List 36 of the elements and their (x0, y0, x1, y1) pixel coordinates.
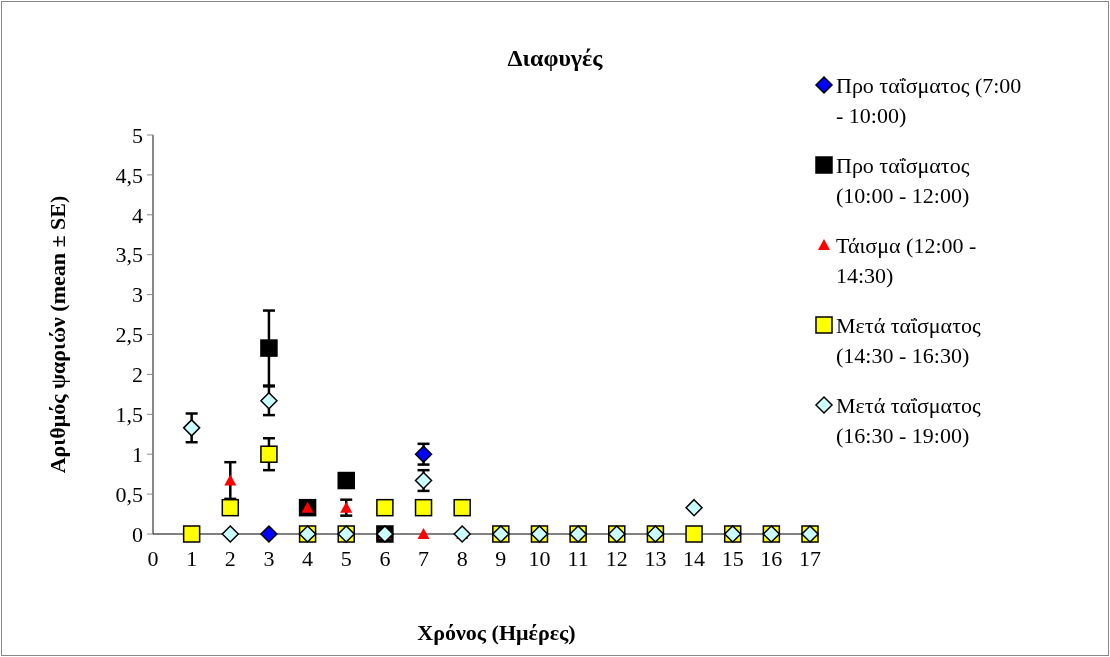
y-tick-label: 5 (132, 122, 143, 148)
chart-title: Διαφυγές (507, 45, 604, 71)
x-tick-label: 11 (567, 546, 589, 571)
x-tick-label: 4 (302, 546, 314, 571)
x-tick-label: 1 (186, 546, 198, 571)
x-tick-label: 10 (528, 546, 551, 571)
y-tick-label: 3 (132, 282, 143, 308)
x-tick-label: 17 (799, 546, 821, 571)
legend-label: Προ ταΐσματος (7:00 - 10:00) (836, 72, 1022, 128)
x-tick-label: 9 (495, 546, 507, 571)
x-axis-title: Χρόνος (Ημέρες) (417, 620, 576, 645)
y-tick-label: 2 (132, 362, 143, 388)
legend-label: Προ ταΐσματος (10:00 - 12:00) (836, 152, 970, 208)
x-tick-label: 7 (418, 546, 430, 571)
y-tick-label: 4 (132, 202, 143, 228)
legend-label: Μετά ταΐσματος (14:30 - 16:30) (836, 312, 981, 368)
x-tick-label: 15 (721, 546, 744, 571)
legend-label: Μετά ταΐσματος (16:30 - 19:00) (836, 392, 981, 448)
x-tick-label: 5 (340, 546, 352, 571)
legend-label: Τάισμα (12:00 - 14:30) (836, 232, 977, 288)
x-tick-label: 8 (456, 546, 468, 571)
y-tick-label: 2,5 (115, 322, 143, 348)
x-tick-label: 2 (224, 546, 236, 571)
y-tick-label: 4,5 (115, 162, 143, 188)
y-tick-label: 1,5 (115, 402, 143, 427)
x-tick-label: 13 (644, 546, 667, 571)
x-tick-label: 16 (760, 546, 783, 571)
x-tick-label: 14 (683, 546, 706, 571)
x-tick-label: 3 (263, 546, 275, 571)
x-tick-label: 12 (605, 546, 628, 571)
y-axis-title: Αριθμός ψαριών (mean ± SE) (45, 195, 70, 474)
x-tick-label: 6 (379, 546, 391, 571)
y-tick-label: 3,5 (115, 242, 143, 268)
y-tick-label: 0,5 (115, 481, 143, 507)
y-tick-label: 1 (132, 441, 143, 467)
y-tick-label: 0 (132, 521, 143, 547)
